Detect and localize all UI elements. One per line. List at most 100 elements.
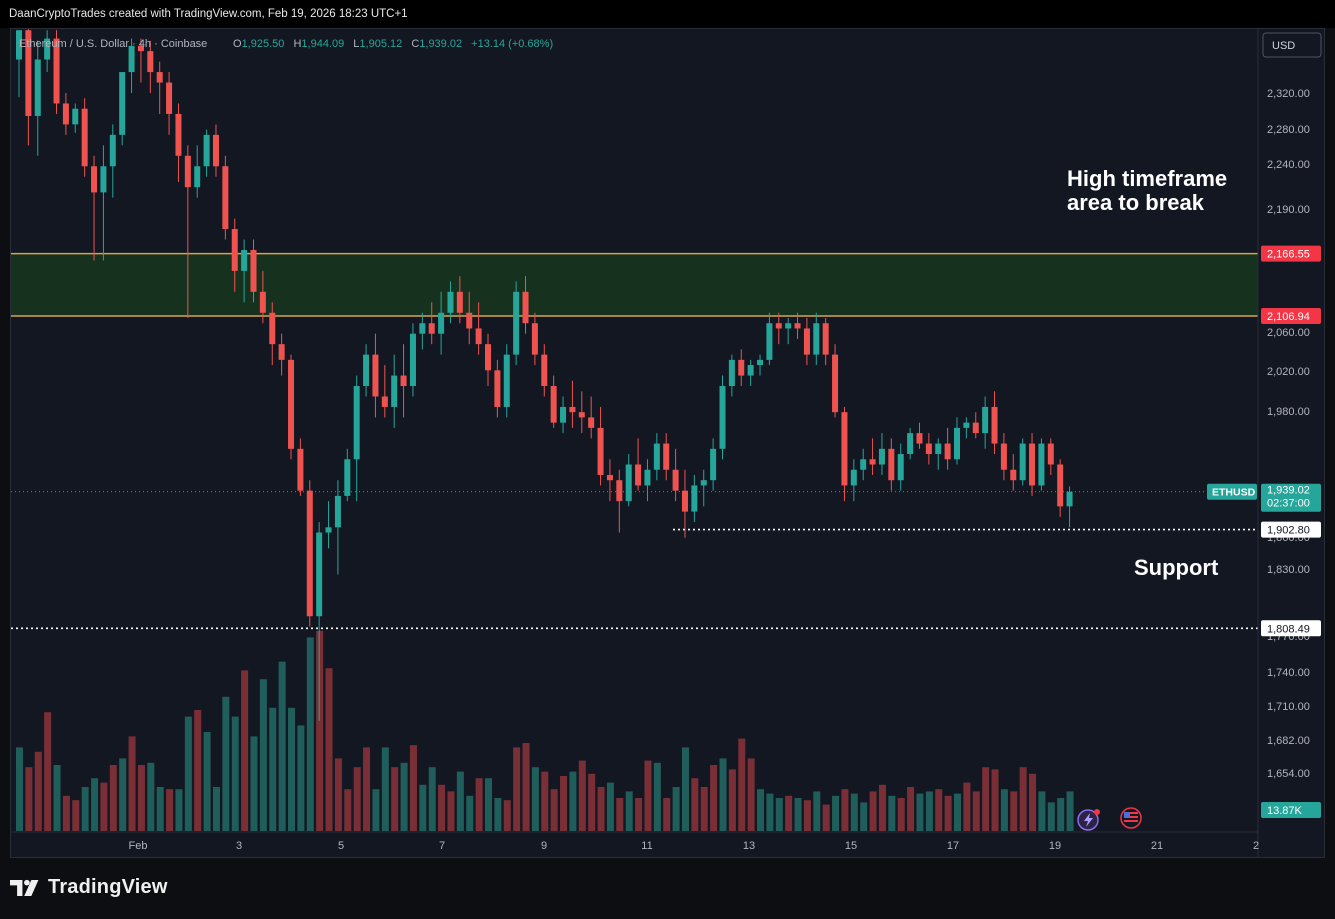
candle — [878, 433, 885, 475]
candle-body — [663, 443, 670, 470]
legend-o-label: O — [233, 38, 242, 50]
candle-body — [128, 45, 135, 73]
candle-body — [1057, 464, 1064, 507]
legend-symbol: Ethereum / U.S. Dollar · 4h · Coinbase — [19, 38, 207, 50]
candle — [494, 359, 501, 418]
volume-bar — [1047, 802, 1055, 831]
currency-label: USD — [1272, 40, 1295, 52]
candle-body — [297, 448, 304, 491]
time-tick-label: 21 — [1151, 840, 1163, 852]
candle-body — [869, 459, 876, 465]
time-tick-label: 13 — [743, 840, 755, 852]
candle-body — [391, 375, 398, 407]
chart-frame[interactable]: Ethereum / U.S. Dollar · 4h · Coinbase O… — [10, 28, 1325, 858]
candle — [963, 417, 970, 439]
candle — [944, 427, 951, 470]
candle-body — [925, 443, 932, 455]
candle — [785, 317, 792, 345]
volume-bar — [419, 784, 427, 831]
candle-body — [222, 166, 229, 230]
candle — [513, 281, 520, 366]
candle-body — [897, 454, 904, 481]
volume-bar — [785, 795, 793, 831]
candle-body — [1010, 469, 1017, 481]
volume-bar — [878, 784, 886, 831]
candle — [897, 443, 904, 491]
price-tick-label: 1,830.00 — [1267, 564, 1310, 576]
candle — [325, 501, 332, 549]
candle — [635, 438, 642, 491]
candle-body — [503, 354, 510, 407]
volume-bar — [391, 767, 399, 831]
volume-bar — [719, 758, 727, 831]
candle — [259, 270, 266, 324]
volume-bar — [203, 732, 211, 831]
volume-bar — [288, 707, 296, 831]
candle-body — [466, 312, 473, 329]
volume-bar — [841, 789, 849, 831]
candle — [34, 40, 41, 156]
time-tick-label: 15 — [845, 840, 857, 852]
candle — [269, 302, 276, 366]
candle-body — [269, 312, 276, 345]
currency-button[interactable]: USD — [1262, 32, 1322, 58]
candle-body — [72, 108, 79, 125]
candle — [44, 30, 51, 73]
candle — [1066, 486, 1073, 528]
volume-tag: 13.87K — [1261, 802, 1321, 818]
candle-body — [1029, 443, 1036, 486]
volume-bar — [119, 758, 127, 831]
candle — [531, 312, 538, 366]
legend-open: 1,925.50 — [242, 38, 285, 50]
candle — [541, 344, 548, 397]
volume-bar — [681, 747, 689, 831]
candle-body — [860, 459, 867, 470]
candle-body — [1038, 443, 1045, 486]
candle — [62, 93, 69, 135]
us-flag-icon[interactable] — [1120, 807, 1142, 829]
volume-bar — [137, 765, 145, 831]
candle — [1000, 433, 1007, 481]
candle — [363, 344, 370, 397]
volume-bar — [278, 661, 286, 831]
volume-bar — [428, 767, 436, 831]
candle — [991, 391, 998, 455]
candle — [278, 333, 285, 376]
volume-bar — [663, 798, 671, 831]
volume-bar — [1038, 791, 1046, 831]
price-tick-label: 2,320.00 — [1267, 88, 1310, 100]
volume-bar — [822, 804, 830, 831]
candle-body — [194, 166, 201, 188]
volume-bar — [653, 762, 661, 831]
volume-bar — [53, 765, 61, 831]
candle-body — [250, 249, 257, 292]
candle-body — [419, 323, 426, 334]
candle — [353, 375, 360, 502]
candle — [381, 365, 388, 418]
volume-bar — [775, 798, 783, 831]
volume-bars — [16, 630, 1074, 831]
svg-text:02:37:00: 02:37:00 — [1267, 498, 1310, 510]
last-price-tag: 1,939.02 02:37:00 — [1261, 483, 1321, 512]
time-tick-label: Feb — [129, 840, 148, 852]
lightning-icon[interactable] — [1077, 809, 1100, 831]
price-tick-label: 1,980.00 — [1267, 406, 1310, 418]
volume-bar — [766, 793, 774, 831]
candle-body — [166, 82, 173, 114]
tradingview-logo[interactable]: TradingView — [10, 876, 168, 899]
candle-body — [456, 291, 463, 313]
candle — [869, 438, 876, 475]
candlestick-chart[interactable]: Ethereum / U.S. Dollar · 4h · Coinbase O… — [11, 29, 1324, 857]
volume-bar — [1019, 767, 1027, 831]
candle — [841, 406, 848, 502]
volume-bar — [353, 767, 361, 831]
candle-body — [747, 365, 754, 376]
support-annotation: Support — [1134, 555, 1219, 580]
legend-c-label: C — [411, 38, 419, 50]
svg-text:2,106.94: 2,106.94 — [1267, 311, 1310, 323]
volume-bar — [616, 798, 624, 831]
volume-bar — [466, 795, 474, 831]
volume-bar — [147, 762, 155, 831]
volume-bar — [672, 787, 680, 831]
svg-text:ETHUSD: ETHUSD — [1212, 487, 1256, 499]
